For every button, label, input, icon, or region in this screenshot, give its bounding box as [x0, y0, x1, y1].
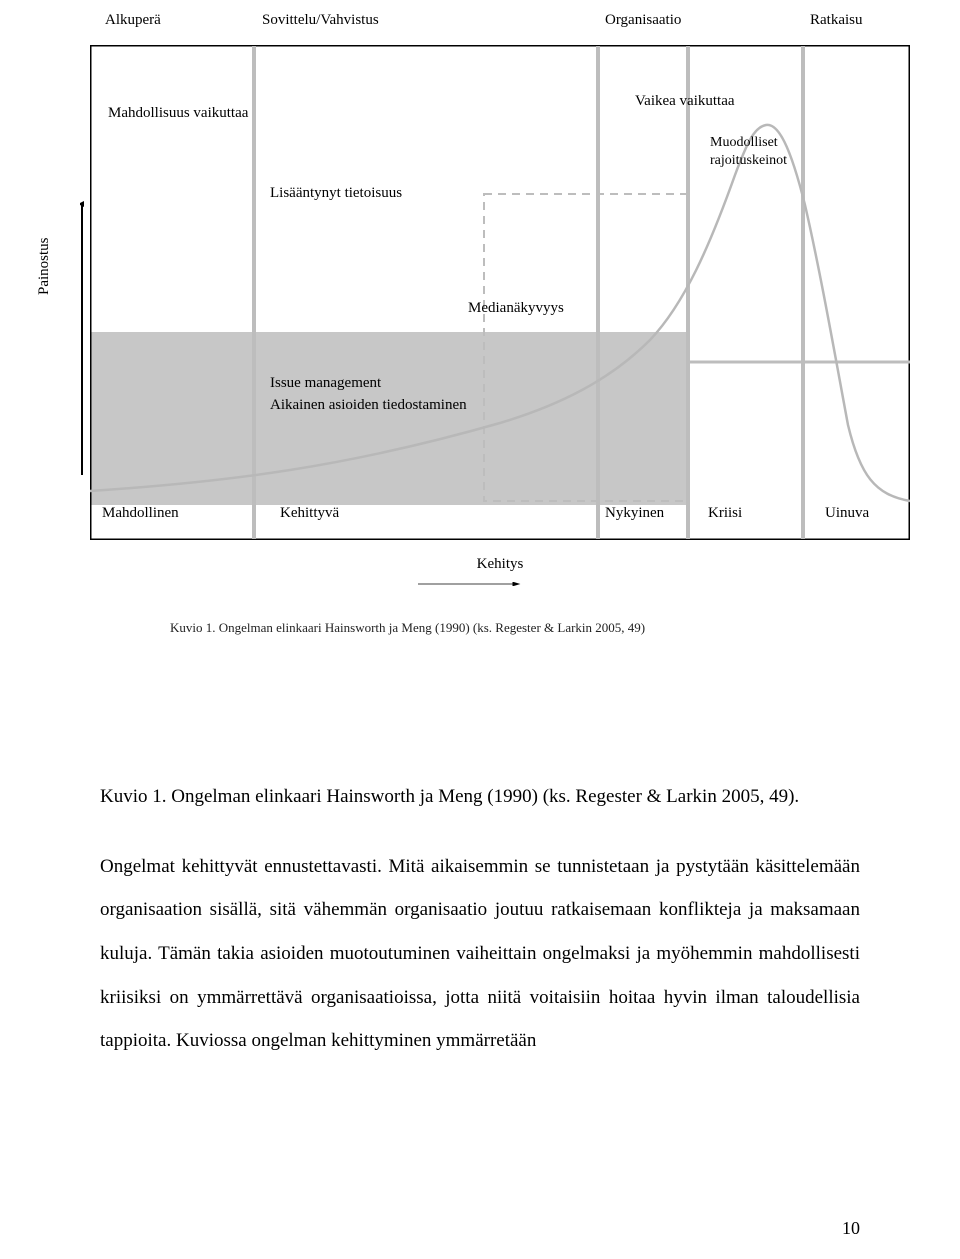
chart-area: Mahdollisuus vaikuttaa Vaikea vaikuttaa … [90, 45, 910, 540]
phase-uinuva: Uinuva [825, 505, 869, 522]
page: Painostus [0, 0, 960, 1259]
label-lisaantynyt: Lisääntynyt tietoisuus [270, 185, 402, 202]
page-number: 10 [842, 1218, 860, 1239]
top-header-organisaatio: Organisaatio [605, 12, 681, 29]
label-mahdollisuus: Mahdollisuus vaikuttaa [108, 105, 248, 122]
x-axis-label: Kehitys [90, 556, 910, 573]
lifecycle-figure: Painostus [30, 0, 930, 670]
figure-caption: Kuvio 1. Ongelman elinkaari Hainsworth j… [170, 620, 645, 636]
top-header-sovittelu: Sovittelu/Vahvistus [262, 12, 379, 29]
phase-nykyinen: Nykyinen [605, 505, 664, 522]
y-axis-label: Painostus [36, 237, 53, 295]
label-medianakyvyys: Medianäkyvyys [468, 300, 564, 317]
top-header-alkupera: Alkuperä [105, 12, 161, 29]
phase-mahdollinen: Mahdollinen [102, 505, 179, 522]
top-header-ratkaisu: Ratkaisu [810, 12, 863, 29]
y-axis-arrow-icon [80, 200, 84, 475]
label-aikainen: Aikainen asioiden tiedostaminen [270, 397, 467, 414]
label-vaikea: Vaikea vaikuttaa [635, 93, 735, 110]
paragraph-caption-repeat: Kuvio 1. Ongelman elinkaari Hainsworth j… [100, 775, 860, 819]
x-axis-arrow-icon [340, 582, 600, 586]
phase-kehittyva: Kehittyvä [280, 505, 339, 522]
paragraph-main: Ongelmat kehittyvät ennustettavasti. Mit… [100, 845, 860, 1063]
label-muodolliset-1: Muodolliset [710, 135, 778, 151]
label-issue-management: Issue management [270, 375, 381, 392]
phase-kriisi: Kriisi [708, 505, 742, 522]
label-muodolliset-2: rajoituskeinot [710, 153, 787, 169]
body-text: Kuvio 1. Ongelman elinkaari Hainsworth j… [100, 775, 860, 1089]
